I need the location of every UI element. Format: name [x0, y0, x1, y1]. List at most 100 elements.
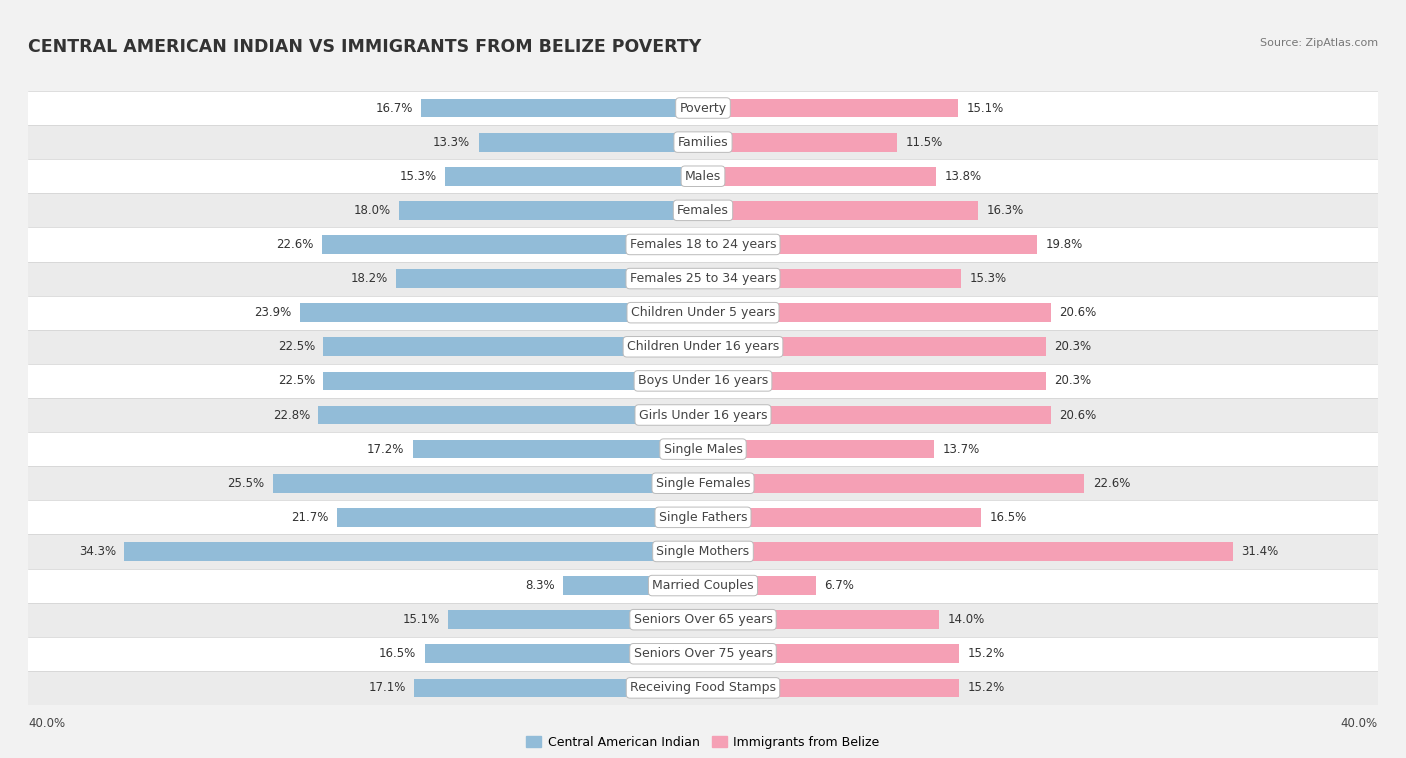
- Bar: [28, 227, 1378, 262]
- Bar: [399, 201, 703, 220]
- Bar: [703, 235, 1038, 254]
- Text: 18.2%: 18.2%: [350, 272, 388, 285]
- Text: Single Males: Single Males: [664, 443, 742, 456]
- Bar: [422, 99, 703, 117]
- Bar: [478, 133, 703, 152]
- Bar: [703, 576, 815, 595]
- Text: 20.3%: 20.3%: [1054, 340, 1091, 353]
- Bar: [28, 466, 1378, 500]
- Text: 20.6%: 20.6%: [1059, 306, 1097, 319]
- Text: 11.5%: 11.5%: [905, 136, 942, 149]
- Text: 20.6%: 20.6%: [1059, 409, 1097, 421]
- Bar: [318, 406, 703, 424]
- Text: Single Mothers: Single Mothers: [657, 545, 749, 558]
- Bar: [703, 644, 959, 663]
- Bar: [28, 296, 1378, 330]
- Bar: [28, 534, 1378, 568]
- Bar: [28, 398, 1378, 432]
- Bar: [28, 193, 1378, 227]
- Text: Seniors Over 65 years: Seniors Over 65 years: [634, 613, 772, 626]
- Bar: [28, 432, 1378, 466]
- Bar: [449, 610, 703, 629]
- Text: Families: Families: [678, 136, 728, 149]
- Text: 13.3%: 13.3%: [433, 136, 470, 149]
- Bar: [413, 440, 703, 459]
- Text: 21.7%: 21.7%: [291, 511, 329, 524]
- Bar: [703, 542, 1233, 561]
- Text: CENTRAL AMERICAN INDIAN VS IMMIGRANTS FROM BELIZE POVERTY: CENTRAL AMERICAN INDIAN VS IMMIGRANTS FR…: [28, 38, 702, 56]
- Text: 18.0%: 18.0%: [354, 204, 391, 217]
- Bar: [703, 610, 939, 629]
- Bar: [703, 440, 934, 459]
- Text: 17.2%: 17.2%: [367, 443, 405, 456]
- Bar: [299, 303, 703, 322]
- Text: 13.8%: 13.8%: [945, 170, 981, 183]
- Text: 22.8%: 22.8%: [273, 409, 309, 421]
- Text: 20.3%: 20.3%: [1054, 374, 1091, 387]
- Bar: [703, 371, 1046, 390]
- Bar: [28, 500, 1378, 534]
- Text: 40.0%: 40.0%: [1341, 717, 1378, 731]
- Bar: [28, 671, 1378, 705]
- Bar: [703, 133, 897, 152]
- Text: 31.4%: 31.4%: [1241, 545, 1278, 558]
- Text: 22.6%: 22.6%: [276, 238, 314, 251]
- Bar: [703, 201, 979, 220]
- Text: 14.0%: 14.0%: [948, 613, 984, 626]
- Text: 16.7%: 16.7%: [375, 102, 413, 114]
- Text: 15.3%: 15.3%: [970, 272, 1007, 285]
- Bar: [703, 678, 959, 697]
- Text: 8.3%: 8.3%: [524, 579, 554, 592]
- Text: Single Fathers: Single Fathers: [659, 511, 747, 524]
- Text: Receiving Food Stamps: Receiving Food Stamps: [630, 681, 776, 694]
- Bar: [273, 474, 703, 493]
- Bar: [703, 269, 962, 288]
- Legend: Central American Indian, Immigrants from Belize: Central American Indian, Immigrants from…: [522, 731, 884, 754]
- Bar: [703, 99, 957, 117]
- Bar: [396, 269, 703, 288]
- Bar: [323, 371, 703, 390]
- Text: 13.7%: 13.7%: [942, 443, 980, 456]
- Bar: [124, 542, 703, 561]
- Bar: [323, 337, 703, 356]
- Bar: [703, 406, 1050, 424]
- Text: Single Females: Single Females: [655, 477, 751, 490]
- Bar: [415, 678, 703, 697]
- Text: 40.0%: 40.0%: [28, 717, 65, 731]
- Text: 6.7%: 6.7%: [824, 579, 855, 592]
- Text: Females 18 to 24 years: Females 18 to 24 years: [630, 238, 776, 251]
- Bar: [703, 337, 1046, 356]
- Text: 22.5%: 22.5%: [278, 340, 315, 353]
- Text: 16.5%: 16.5%: [990, 511, 1026, 524]
- Text: Females 25 to 34 years: Females 25 to 34 years: [630, 272, 776, 285]
- Text: 15.2%: 15.2%: [967, 681, 1005, 694]
- Bar: [28, 159, 1378, 193]
- Bar: [28, 364, 1378, 398]
- Text: Seniors Over 75 years: Seniors Over 75 years: [634, 647, 772, 660]
- Bar: [703, 167, 936, 186]
- Bar: [28, 125, 1378, 159]
- Text: 25.5%: 25.5%: [228, 477, 264, 490]
- Bar: [703, 508, 981, 527]
- Text: 16.3%: 16.3%: [987, 204, 1024, 217]
- Text: 19.8%: 19.8%: [1046, 238, 1083, 251]
- Bar: [425, 644, 703, 663]
- Bar: [703, 474, 1084, 493]
- Bar: [28, 568, 1378, 603]
- Text: 22.6%: 22.6%: [1092, 477, 1130, 490]
- Text: 16.5%: 16.5%: [380, 647, 416, 660]
- Text: Children Under 5 years: Children Under 5 years: [631, 306, 775, 319]
- Text: 17.1%: 17.1%: [368, 681, 406, 694]
- Text: Poverty: Poverty: [679, 102, 727, 114]
- Text: 22.5%: 22.5%: [278, 374, 315, 387]
- Text: Males: Males: [685, 170, 721, 183]
- Text: Children Under 16 years: Children Under 16 years: [627, 340, 779, 353]
- Text: 15.3%: 15.3%: [399, 170, 436, 183]
- Bar: [28, 603, 1378, 637]
- Text: Girls Under 16 years: Girls Under 16 years: [638, 409, 768, 421]
- Bar: [28, 330, 1378, 364]
- Bar: [562, 576, 703, 595]
- Bar: [28, 637, 1378, 671]
- Text: 15.1%: 15.1%: [402, 613, 440, 626]
- Text: 23.9%: 23.9%: [254, 306, 291, 319]
